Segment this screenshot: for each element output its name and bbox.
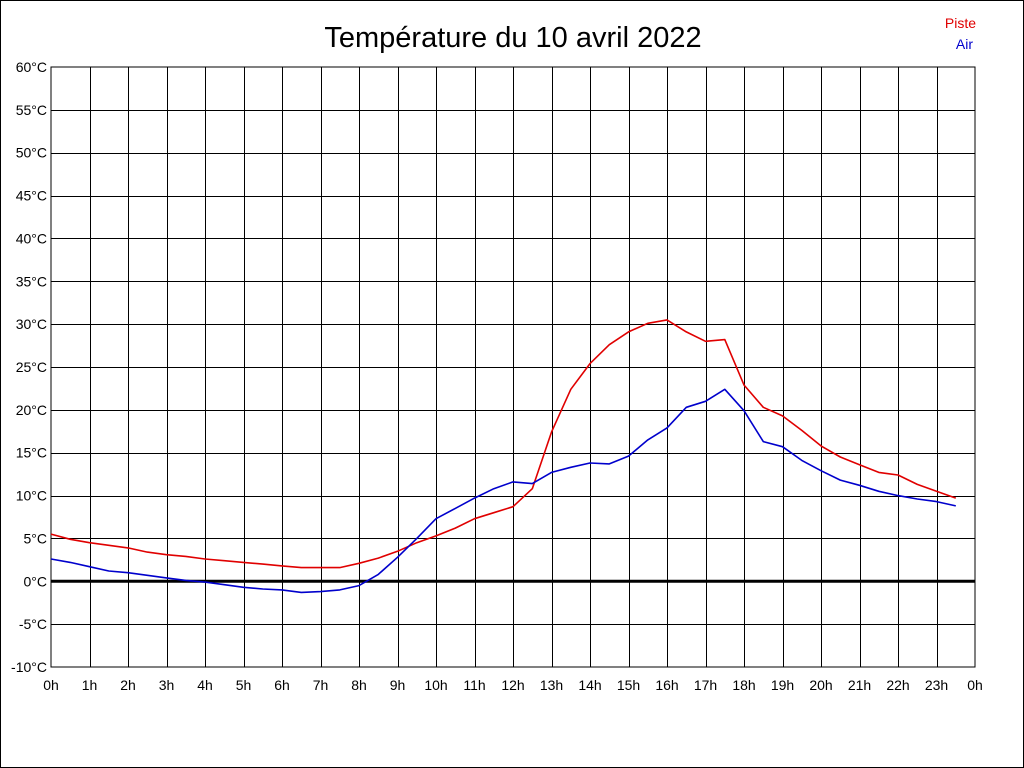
x-tick-label: 10h bbox=[424, 677, 447, 693]
y-tick-label: 35°C bbox=[16, 273, 47, 289]
y-tick-label: 0°C bbox=[24, 573, 48, 589]
y-tick-label: 15°C bbox=[16, 445, 47, 461]
x-tick-label: 3h bbox=[159, 677, 175, 693]
x-tick-label: 7h bbox=[313, 677, 329, 693]
x-tick-label: 11h bbox=[463, 677, 485, 693]
y-tick-label: 25°C bbox=[16, 359, 47, 375]
y-tick-label: 10°C bbox=[16, 488, 47, 504]
y-tick-label: -5°C bbox=[19, 616, 47, 632]
x-tick-label: 12h bbox=[501, 677, 524, 693]
x-tick-label: 22h bbox=[886, 677, 909, 693]
y-tick-label: 50°C bbox=[16, 145, 47, 161]
x-tick-label: 6h bbox=[274, 677, 290, 693]
legend-entry-air: Air bbox=[956, 36, 973, 52]
x-tick-label: 19h bbox=[771, 677, 794, 693]
y-tick-label: 30°C bbox=[16, 316, 47, 332]
x-tick-label: 1h bbox=[82, 677, 98, 693]
y-tick-label: 55°C bbox=[16, 102, 47, 118]
x-tick-label: 5h bbox=[236, 677, 252, 693]
x-tick-label: 0h bbox=[967, 677, 983, 693]
y-tick-label: 45°C bbox=[16, 188, 47, 204]
x-tick-label: 4h bbox=[197, 677, 213, 693]
chart-title: Température du 10 avril 2022 bbox=[324, 22, 701, 54]
x-tick-label: 18h bbox=[732, 677, 755, 693]
y-tick-label: 60°C bbox=[16, 59, 47, 75]
x-tick-label: 14h bbox=[578, 677, 601, 693]
x-tick-label: 16h bbox=[655, 677, 678, 693]
y-tick-label: -10°C bbox=[11, 659, 47, 675]
series-lines bbox=[50, 319, 957, 594]
chart-grid bbox=[51, 67, 975, 667]
y-tick-label: 5°C bbox=[24, 530, 48, 546]
legend-entry-piste: Piste bbox=[945, 15, 976, 31]
series-line-air bbox=[50, 388, 956, 594]
x-tick-label: 13h bbox=[540, 677, 563, 693]
x-tick-label: 2h bbox=[120, 677, 136, 693]
x-tick-label: 23h bbox=[925, 677, 948, 693]
plot-area-border bbox=[50, 66, 976, 668]
x-tick-label: 20h bbox=[809, 677, 832, 693]
series-line-piste bbox=[50, 319, 957, 569]
y-tick-label: 40°C bbox=[16, 230, 47, 246]
x-axis-tick-labels: 0h 1h 2h 3h 4h 5h 6h 7h 8h 9h 10h 11h 12h 13h 14h 15h 16… bbox=[43, 677, 983, 693]
x-tick-label: 8h bbox=[351, 677, 367, 693]
y-axis-tick-labels: 60°C 55°C 50°C 45°C 40°C 35°C 30°C 25°C 20°C 15°C… bbox=[11, 59, 47, 675]
x-tick-label: 21h bbox=[848, 677, 871, 693]
x-tick-label: 17h bbox=[694, 677, 717, 693]
y-tick-label: 20°C bbox=[16, 402, 47, 418]
x-tick-label: 15h bbox=[617, 677, 640, 693]
legend: Piste Air bbox=[945, 15, 976, 52]
x-tick-label: 0h bbox=[43, 677, 59, 693]
x-tick-label: 9h bbox=[390, 677, 406, 693]
